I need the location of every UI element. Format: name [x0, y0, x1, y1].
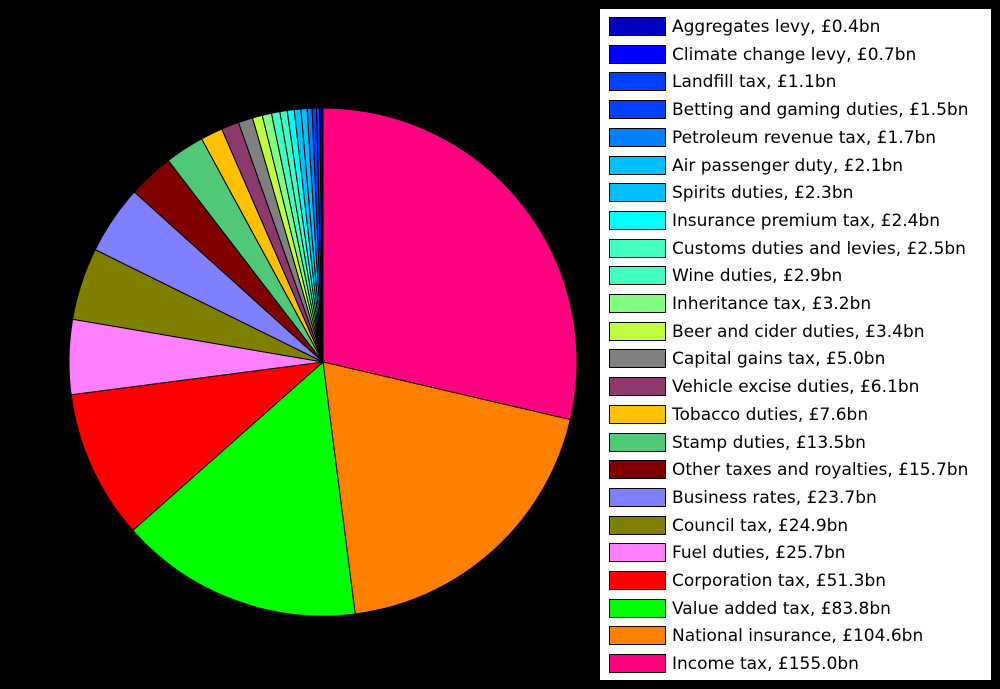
legend-swatch [609, 155, 666, 175]
pie-slice [70, 361, 325, 532]
pie-slice [322, 107, 578, 421]
legend-swatch [609, 598, 666, 618]
pie-slice [322, 361, 571, 615]
legend-entry: Capital gains tax, £5.0bn [600, 345, 991, 373]
legend-label: Wine duties, £2.9bn [672, 266, 843, 287]
legend-swatch [609, 515, 666, 535]
legend-swatch [609, 654, 666, 674]
legend-entry: Other taxes and royalties, £15.7bn [600, 456, 991, 484]
legend-entry: Climate change levy, £0.7bn [600, 41, 991, 69]
legend-swatch [609, 72, 666, 92]
legend-entry: Council tax, £24.9bn [600, 512, 991, 540]
legend-label: Other taxes and royalties, £15.7bn [672, 460, 969, 481]
legend-label: Betting and gaming duties, £1.5bn [672, 100, 969, 121]
legend-swatch [609, 238, 666, 258]
legend-entry: Petroleum revenue tax, £1.7bn [600, 124, 991, 152]
legend-entry: Stamp duties, £13.5bn [600, 429, 991, 457]
legend-swatch [609, 349, 666, 369]
legend-swatch [609, 183, 666, 203]
legend-entry: Inheritance tax, £3.2bn [600, 290, 991, 318]
legend-swatch [609, 543, 666, 563]
legend-label: Council tax, £24.9bn [672, 515, 849, 536]
legend-label: Capital gains tax, £5.0bn [672, 349, 886, 370]
legend-swatch [609, 100, 666, 120]
legend-entry: Customs duties and levies, £2.5bn [600, 235, 991, 263]
legend-entry: Landfill tax, £1.1bn [600, 68, 991, 96]
legend-swatch [609, 321, 666, 341]
legend-entry: Wine duties, £2.9bn [600, 262, 991, 290]
legend-swatch [609, 17, 666, 36]
legend-swatch [609, 571, 666, 590]
legend-entry: Beer and cider duties, £3.4bn [600, 318, 991, 346]
legend-entry: Income tax, £155.0bn [600, 650, 991, 678]
legend-label: Climate change levy, £0.7bn [672, 44, 917, 65]
legend-swatch [609, 487, 666, 507]
legend-label: Income tax, £155.0bn [672, 654, 859, 675]
pie-chart [68, 107, 578, 617]
legend-swatch [609, 626, 666, 646]
legend-entry: Fuel duties, £25.7bn [600, 539, 991, 567]
legend-label: Petroleum revenue tax, £1.7bn [672, 127, 937, 148]
legend-label: Vehicle excise duties, £6.1bn [672, 377, 920, 398]
legend-label: Air passenger duty, £2.1bn [672, 155, 904, 176]
legend-swatch [609, 432, 666, 452]
legend-label: Stamp duties, £13.5bn [672, 432, 866, 453]
legend-swatch [609, 210, 666, 230]
pie-slice [132, 360, 356, 617]
legend-swatch [609, 377, 666, 397]
legend-entry: Air passenger duty, £2.1bn [600, 152, 991, 180]
legend-entry: Aggregates levy, £0.4bn [600, 13, 991, 41]
legend-label: Insurance premium tax, £2.4bn [672, 210, 941, 231]
legend-swatch [609, 460, 666, 480]
legend-entry: National insurance, £104.6bn [600, 622, 991, 650]
legend-label: National insurance, £104.6bn [672, 626, 924, 647]
legend-entry: Tobacco duties, £7.6bn [600, 401, 991, 429]
legend-swatch [609, 266, 666, 286]
legend-swatch [609, 44, 666, 64]
legend-entry: Corporation tax, £51.3bn [600, 567, 991, 595]
legend-swatch [609, 404, 666, 424]
legend-label: Value added tax, £83.8bn [672, 598, 891, 619]
legend-entry: Insurance premium tax, £2.4bn [600, 207, 991, 235]
legend-entry: Value added tax, £83.8bn [600, 595, 991, 623]
legend-label: Corporation tax, £51.3bn [672, 571, 887, 591]
legend-label: Inheritance tax, £3.2bn [672, 294, 872, 314]
legend-label: Tobacco duties, £7.6bn [672, 404, 869, 425]
pie-slice [321, 107, 324, 363]
legend: Aggregates levy, £0.4bn Climate change le… [599, 8, 992, 681]
legend-label: Spirits duties, £2.3bn [672, 183, 854, 204]
legend-label: Aggregates levy, £0.4bn [672, 17, 881, 37]
legend-swatch [609, 294, 666, 313]
legend-label: Beer and cider duties, £3.4bn [672, 321, 925, 342]
legend-swatch [609, 127, 666, 147]
legend-label: Fuel duties, £25.7bn [672, 543, 846, 564]
legend-label: Business rates, £23.7bn [672, 487, 877, 508]
legend-entry: Betting and gaming duties, £1.5bn [600, 96, 991, 124]
legend-label: Landfill tax, £1.1bn [672, 72, 837, 93]
legend-label: Customs duties and levies, £2.5bn [672, 238, 966, 259]
legend-entry: Vehicle excise duties, £6.1bn [600, 373, 991, 401]
legend-entry: Spirits duties, £2.3bn [600, 179, 991, 207]
legend-entry: Business rates, £23.7bn [600, 484, 991, 512]
